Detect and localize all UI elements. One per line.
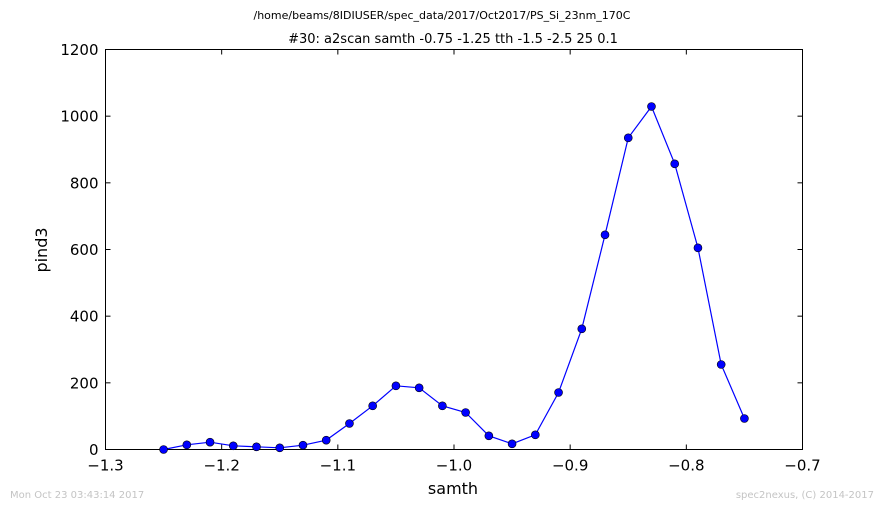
x-tick-label: −1.0: [436, 457, 472, 475]
data-point: [414, 383, 424, 393]
y-axis: 0 200 400 600 800 1000 1200: [60, 41, 803, 459]
data-point: [577, 324, 587, 334]
data-point: [252, 442, 261, 452]
file-path-title: /home/beams/8IDIUSER/spec_data/2017/Oct2…: [254, 9, 631, 22]
data-point: [554, 388, 563, 397]
footer-timestamp: Mon Oct 23 03:43:14 2017: [10, 490, 144, 501]
x-axis-label: samth: [428, 479, 478, 498]
data-point: [670, 159, 680, 169]
y-tick-label: 600: [70, 241, 99, 259]
y-tick-label: 1000: [60, 108, 98, 126]
chart-title: #30: a2scan samth -0.75 -1.25 tth -1.5 -…: [288, 32, 618, 47]
data-point: [205, 437, 215, 447]
data-series: [159, 102, 749, 454]
data-point: [438, 401, 447, 411]
plot-area: [105, 49, 803, 450]
data-point: [623, 133, 633, 143]
y-tick-label: 200: [70, 374, 99, 392]
data-point: [228, 441, 238, 451]
x-axis: −1.3 −1.2 −1.1 −1.0 −0.9 −0.8 −0.7: [87, 49, 821, 475]
data-point: [647, 102, 656, 111]
x-tick-label: −0.8: [668, 457, 704, 475]
x-tick-label: −0.9: [552, 457, 588, 475]
data-point: [345, 419, 354, 428]
data-point: [461, 408, 470, 417]
x-tick-label: −1.1: [320, 457, 356, 475]
x-tick-label: −0.7: [784, 457, 820, 475]
y-tick-label: 400: [70, 308, 99, 326]
data-point: [275, 443, 285, 453]
data-point: [368, 401, 377, 411]
data-point: [159, 445, 168, 454]
data-point: [391, 381, 401, 391]
data-point: [693, 243, 703, 253]
y-axis-label: pind3: [32, 227, 51, 272]
data-point: [507, 439, 517, 449]
data-point: [740, 414, 749, 423]
data-point: [716, 360, 726, 369]
x-tick-label: −1.2: [203, 457, 239, 475]
y-tick-label: 1200: [60, 41, 98, 59]
data-point: [531, 430, 540, 440]
data-point: [484, 431, 494, 441]
x-tick-label: −1.3: [87, 457, 123, 475]
data-point: [600, 230, 610, 240]
data-point: [298, 440, 308, 450]
footer-credit: spec2nexus, (C) 2014-2017: [736, 490, 874, 501]
y-tick-label: 800: [70, 174, 99, 192]
y-tick-label: 0: [89, 441, 99, 459]
data-point: [182, 440, 192, 450]
data-point: [321, 435, 331, 445]
